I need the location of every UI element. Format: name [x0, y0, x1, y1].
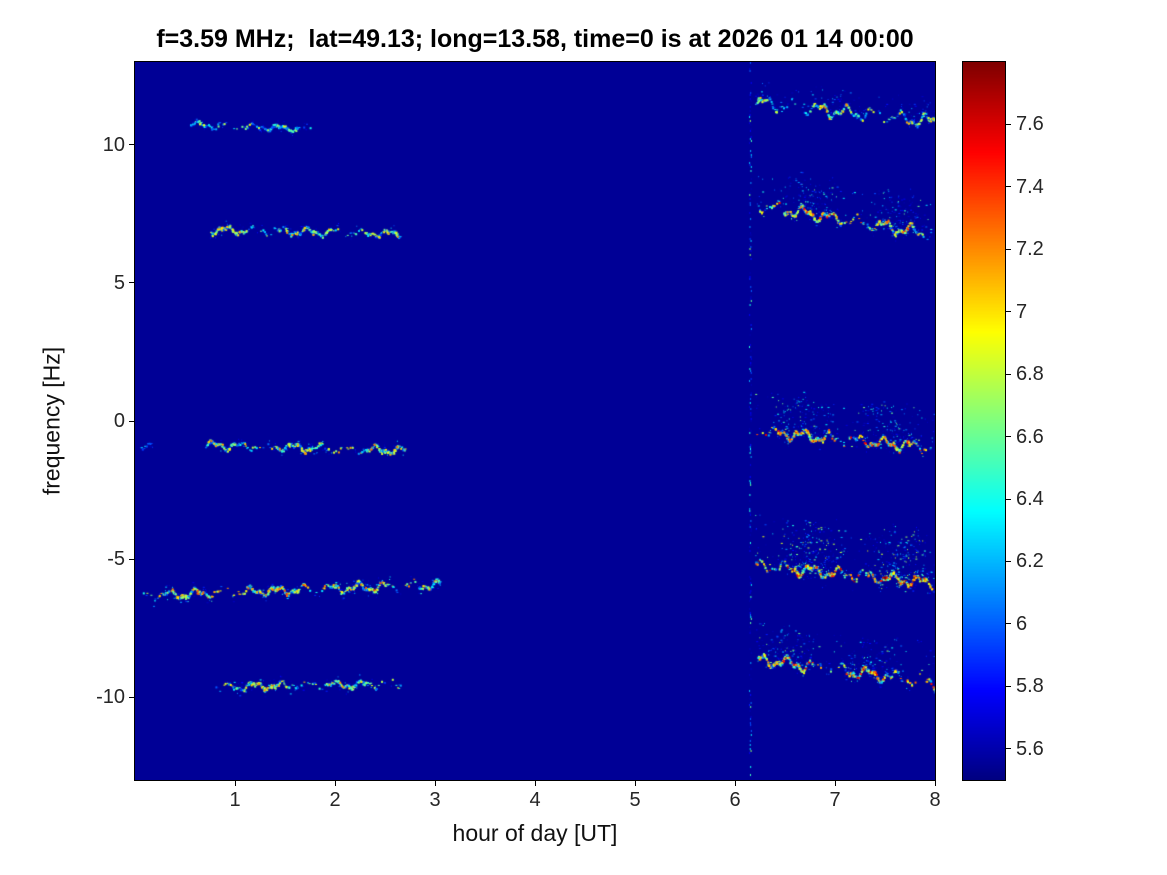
colorbar-tick-mark — [1006, 186, 1011, 188]
colorbar-tick-mark — [1006, 436, 1011, 438]
x-tick-mark — [434, 781, 436, 786]
y-tick-mark — [129, 144, 134, 146]
y-tick-label: 0 — [113, 410, 125, 432]
x-tick-mark — [834, 781, 836, 786]
x-tick-mark — [234, 781, 236, 786]
x-tick-label: 5 — [629, 789, 641, 811]
y-tick-label: 10 — [102, 133, 125, 156]
x-tick-label: 6 — [729, 789, 741, 811]
colorbar-tick-label: 6.2 — [1016, 550, 1044, 573]
colorbar-tick-mark — [1006, 248, 1011, 250]
colorbar-tick-label: 6 — [1016, 612, 1028, 635]
colorbar-tick-label: 7.4 — [1016, 175, 1044, 198]
x-tick-label: 2 — [329, 789, 341, 811]
colorbar-tick-label: 6.6 — [1016, 425, 1044, 448]
y-tick-label: -10 — [96, 686, 125, 709]
colorbar-tick-mark — [1006, 748, 1011, 750]
colorbar-tick-label: 5.8 — [1016, 675, 1044, 698]
colorbar-tick-mark — [1006, 498, 1011, 500]
x-tick-mark — [934, 781, 936, 786]
colorbar-tick-label: 7.6 — [1016, 113, 1044, 136]
x-tick-mark — [534, 781, 536, 786]
colorbar-canvas — [963, 62, 1005, 780]
y-tick-label: -5 — [107, 548, 125, 571]
colorbar-tick-mark — [1006, 311, 1011, 313]
x-tick-label: 1 — [229, 789, 241, 811]
colorbar-tick-label: 7 — [1016, 300, 1028, 323]
x-tick-label: 3 — [429, 789, 441, 811]
plot-area — [134, 61, 936, 781]
colorbar-tick-label: 6.4 — [1016, 488, 1044, 511]
colorbar-tick-mark — [1006, 685, 1011, 687]
y-tick-mark — [129, 696, 134, 698]
x-tick-label: 7 — [829, 789, 841, 811]
colorbar-tick-mark — [1006, 623, 1011, 625]
x-tick-mark — [634, 781, 636, 786]
y-tick-label: 5 — [113, 271, 125, 294]
colorbar-tick-mark — [1006, 123, 1011, 125]
x-axis-label: hour of day [UT] — [452, 820, 618, 846]
spectrogram-canvas — [135, 62, 935, 780]
x-tick-mark — [734, 781, 736, 786]
colorbar-tick-mark — [1006, 373, 1011, 375]
y-tick-mark — [129, 558, 134, 560]
x-tick-label: 4 — [529, 789, 541, 811]
colorbar — [962, 61, 1006, 781]
colorbar-tick-mark — [1006, 560, 1011, 562]
colorbar-tick-label: 6.8 — [1016, 363, 1044, 386]
x-tick-mark — [334, 781, 336, 786]
y-tick-mark — [129, 282, 134, 284]
colorbar-tick-label: 5.6 — [1016, 737, 1044, 760]
chart-title: f=3.59 MHz; lat=49.13; long=13.58, time=… — [156, 25, 914, 53]
x-tick-label: 8 — [929, 789, 941, 811]
y-tick-mark — [129, 420, 134, 422]
colorbar-tick-label: 7.2 — [1016, 238, 1044, 261]
